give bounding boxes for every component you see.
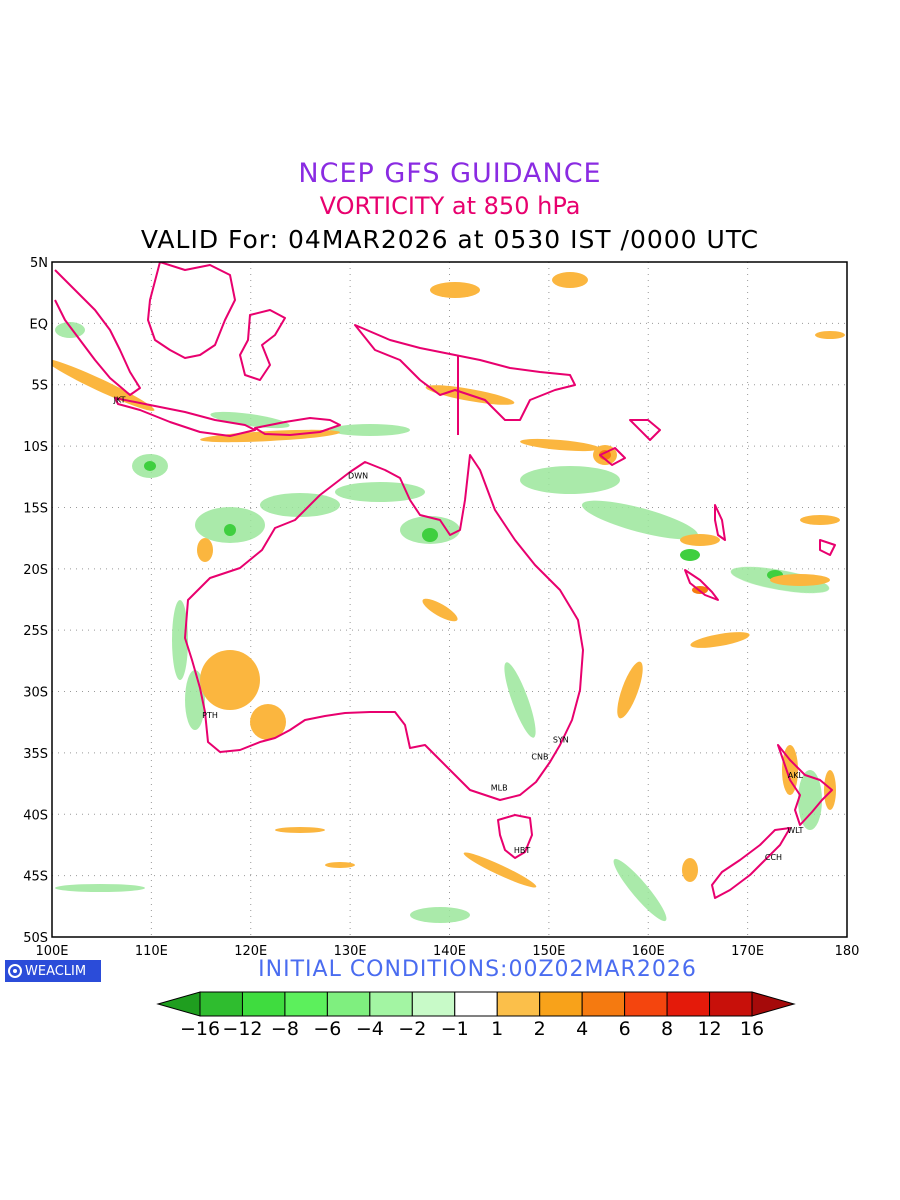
city-hbt: HBT	[514, 846, 531, 855]
lat-label: 15S	[23, 501, 48, 516]
colorbar-label: 4	[576, 1018, 588, 1040]
city-cnb: CNB	[531, 753, 548, 762]
longitude-labels: 100E 110E 120E 130E 140E 150E 160E 170E 180	[35, 944, 859, 959]
colorbar-box	[709, 991, 753, 1017]
lat-label: 50S	[23, 931, 48, 946]
latitude-labels: 5N EQ 5S 10S 15S 20S 25S 30S 35S 40S 45S 50S	[23, 256, 48, 946]
colorbar-box	[454, 991, 498, 1017]
city-jkt: JKT	[113, 395, 126, 404]
lon-label: 160E	[632, 944, 665, 959]
city-pth: PTH	[202, 711, 218, 720]
lat-label: 40S	[23, 808, 48, 823]
colorbar-label: 12	[697, 1018, 721, 1040]
title-variable: VORTICITY at 850 hPa	[319, 192, 581, 220]
map-border	[51, 261, 848, 938]
lon-label: 140E	[433, 944, 466, 959]
colorbar-label: −12	[222, 1018, 262, 1040]
logo-text: WEACLIM	[25, 963, 87, 979]
lat-label: EQ	[30, 317, 48, 332]
lat-label: 5N	[30, 256, 48, 271]
lat-label: 45S	[23, 870, 48, 885]
lat-label: 35S	[23, 747, 48, 762]
city-cch: CCH	[765, 853, 782, 862]
city-wlt: WLT	[787, 826, 803, 835]
colorbar	[156, 991, 796, 1017]
colorbar-label: −4	[356, 1018, 384, 1040]
lon-label: 170E	[731, 944, 764, 959]
colorbar-box	[326, 991, 371, 1017]
colorbar-box	[496, 991, 541, 1017]
lat-label: 5S	[31, 379, 48, 394]
city-akl: AKL	[788, 771, 804, 780]
lat-label: 20S	[23, 563, 48, 578]
colorbar-label: 16	[740, 1018, 764, 1040]
lon-label: 100E	[35, 944, 68, 959]
initial-conditions: INITIAL CONDITIONS:00Z02MAR2026	[258, 957, 697, 982]
colorbar-label: 6	[619, 1018, 631, 1040]
colorbar-arrow-left	[156, 991, 201, 1017]
weaclim-logo: WEACLIM	[5, 960, 101, 982]
colorbar-arrow-right	[751, 991, 796, 1017]
colorbar-box	[624, 991, 668, 1017]
colorbar-box	[241, 991, 286, 1017]
city-mlb: MLB	[491, 783, 508, 792]
logo-icon	[8, 964, 22, 978]
lat-label: 10S	[23, 440, 48, 455]
city-dwn: DWN	[348, 472, 368, 481]
coastlines	[54, 262, 836, 899]
colorbar-label: −2	[398, 1018, 426, 1040]
city-syn: SYN	[553, 735, 569, 744]
colorbar-box	[539, 991, 583, 1017]
colorbar-label: −16	[180, 1018, 220, 1040]
colorbar-label: −6	[313, 1018, 341, 1040]
lon-label: 130E	[334, 944, 367, 959]
colorbar-labels: −16 −12 −8 −6 −4 −2 −1 1 2 4 6 8 12 16	[180, 1018, 764, 1040]
colorbar-box	[284, 991, 328, 1017]
vorticity-field	[52, 272, 845, 923]
colorbar-label: 1	[491, 1018, 503, 1040]
colorbar-label: −1	[441, 1018, 469, 1040]
city-labels: JKT DWN PTH SYN CNB MLB HBT AKL WLT CCH	[113, 395, 804, 862]
colorbar-box	[666, 991, 711, 1017]
colorbar-box	[199, 991, 243, 1017]
colorbar-box	[411, 991, 456, 1017]
lat-label: 25S	[23, 624, 48, 639]
colorbar-label: −8	[271, 1018, 299, 1040]
colorbar-label: 2	[534, 1018, 546, 1040]
title-valid-time: VALID For: 04MAR2026 at 0530 IST /0000 U…	[140, 225, 760, 254]
lon-label: 120E	[234, 944, 267, 959]
lat-label: 30S	[23, 686, 48, 701]
colorbar-box	[581, 991, 626, 1017]
colorbar-box	[369, 991, 413, 1017]
colorbar-label: 8	[661, 1018, 673, 1040]
map-background	[52, 262, 847, 937]
lon-label: 180	[835, 944, 860, 959]
lon-label: 150E	[532, 944, 565, 959]
title-model: NCEP GFS GUIDANCE	[298, 158, 602, 189]
lon-label: 110E	[135, 944, 168, 959]
